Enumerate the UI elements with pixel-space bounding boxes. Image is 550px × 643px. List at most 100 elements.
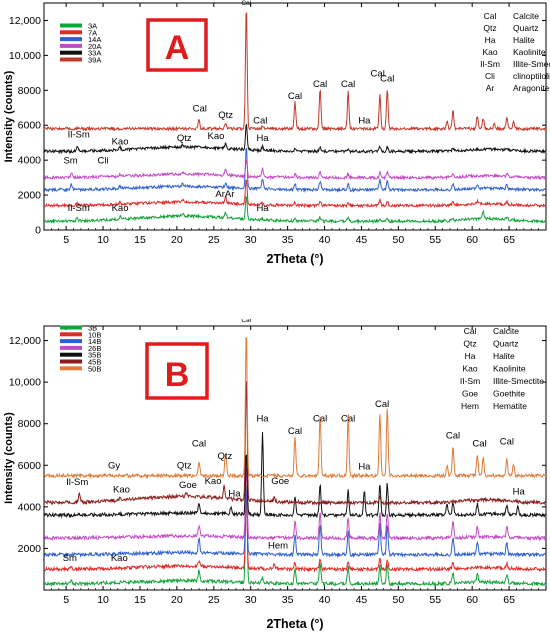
series-line-3A xyxy=(44,195,546,225)
peak-label: Cal xyxy=(371,68,385,79)
x-tick-label: 15 xyxy=(134,594,146,606)
peak-label: Qtz xyxy=(177,133,192,144)
legend-swatch xyxy=(60,366,82,371)
legend-swatch xyxy=(60,345,82,350)
peak-label: Cal xyxy=(253,115,267,126)
legend-label: 50B xyxy=(88,364,101,373)
panel-label: B xyxy=(165,356,190,394)
abbrev-code: Cal xyxy=(484,11,497,21)
x-tick-label: 55 xyxy=(429,594,441,606)
legend-label: 20A xyxy=(88,42,101,51)
legend-swatch xyxy=(60,325,82,330)
y-tick-label: 8000 xyxy=(18,418,42,430)
x-tick-label: 20 xyxy=(171,594,183,606)
y-tick-label: 0 xyxy=(35,225,41,237)
abbrev-name: Kaolinite xyxy=(493,364,526,374)
legend-label: 3A xyxy=(88,22,97,31)
legend-label: 35B xyxy=(88,351,101,360)
peak-label: Kao xyxy=(205,476,222,487)
peak-label: ArAr xyxy=(215,189,234,200)
peak-label: Cal xyxy=(341,414,355,425)
x-tick-label: 50 xyxy=(393,234,405,246)
abbrev-name: Calcite xyxy=(493,326,519,336)
y-axis-label: Intensity (counts) xyxy=(3,70,15,162)
abbrev-code: Kao xyxy=(462,364,477,374)
y-tick-label: 2000 xyxy=(18,543,42,555)
xrd-chart-b: 2000 4000 6000 8000 10,000 12,000 5 10 15 20 25 30 3… xyxy=(3,317,547,631)
peak-label: Cal xyxy=(375,399,389,410)
series-line-33A xyxy=(44,123,546,155)
x-tick-label: 45 xyxy=(356,234,368,246)
xrd-chart-a: 0 2000 4000 6000 8000 10,000 12,000 5 10 15 20 25 30… xyxy=(3,0,550,266)
legend-label: 3B xyxy=(88,324,97,333)
abbrev-code: Ha xyxy=(485,35,496,45)
abbrev-name: Calcite xyxy=(513,11,539,21)
series-line-7A xyxy=(44,179,546,209)
x-tick-label: 45 xyxy=(356,594,368,606)
legend-label: 26B xyxy=(88,344,101,353)
x-tick-label: 30 xyxy=(245,234,257,246)
peak-label: Cal xyxy=(193,103,207,114)
series-line-45B xyxy=(44,381,546,506)
x-tick-label: 15 xyxy=(134,234,146,246)
y-tick-label: 12,000 xyxy=(9,335,41,347)
chart-panel-b: 2000 4000 6000 8000 10,000 12,000 5 10 15 20 25 30 3… xyxy=(0,317,550,638)
legend-label: 14B xyxy=(88,337,101,346)
peak-label: Goe xyxy=(271,476,289,487)
legend-swatch xyxy=(60,50,82,55)
peak-label: Kao xyxy=(208,131,225,142)
x-tick-label: 25 xyxy=(208,234,220,246)
x-tick-label: 40 xyxy=(319,594,331,606)
x-tick-label: 60 xyxy=(466,594,478,606)
abbrev-name: Quartz xyxy=(493,339,519,349)
legend-label: 45B xyxy=(88,358,101,367)
peak-label: Ha xyxy=(256,133,269,144)
y-tick-label: 2000 xyxy=(18,190,42,202)
peak-label: Cal xyxy=(313,414,327,425)
legend-label: 14A xyxy=(88,35,101,44)
y-tick-label: 12,000 xyxy=(9,15,41,27)
x-tick-label: 5 xyxy=(63,234,69,246)
abbrev-code: Hem xyxy=(461,401,479,411)
y-tick-label: 4000 xyxy=(18,501,42,513)
abbrev-name: Aragonite xyxy=(513,83,550,93)
peak-label: Kao xyxy=(112,136,129,147)
abbrev-name: Kaolinite xyxy=(513,47,546,57)
peak-label: Cli xyxy=(98,156,109,167)
y-tick-label: 8000 xyxy=(18,85,42,97)
peak-label: Kao xyxy=(113,484,130,495)
legend-label: 33A xyxy=(88,49,101,58)
x-tick-label: 10 xyxy=(97,594,109,606)
peak-label: Cal xyxy=(241,0,251,7)
series-line-26B xyxy=(44,467,546,542)
legend-label: 10B xyxy=(88,330,101,339)
legend-swatch xyxy=(60,352,82,357)
peak-label: Sm xyxy=(63,156,77,167)
traces xyxy=(44,12,546,225)
peak-label: Cal xyxy=(288,91,302,102)
panel-label-box xyxy=(146,18,208,72)
peak-label: Il-Sm xyxy=(68,203,90,214)
x-tick-label: 35 xyxy=(282,594,294,606)
abbrev-code: Ha xyxy=(465,351,476,361)
abbrev-name: Goethite xyxy=(493,389,525,399)
peak-label: Cal xyxy=(446,430,460,441)
series-line-14B xyxy=(44,489,546,559)
peak-label: Cal xyxy=(380,74,394,85)
x-tick-label: 65 xyxy=(503,234,515,246)
series-line-10B xyxy=(44,499,546,573)
peak-label: Il-Sm xyxy=(68,129,90,140)
x-tick-label: 35 xyxy=(282,234,294,246)
abbrev-name: Halite xyxy=(493,351,515,361)
peak-label: Ha xyxy=(513,486,526,497)
plot-frame xyxy=(43,2,547,231)
x-tick-label: 50 xyxy=(393,594,405,606)
peak-label: Qtz xyxy=(218,110,233,121)
peak-label: Cal xyxy=(241,319,251,324)
abbrev-code: Cal xyxy=(464,326,477,336)
abbrev-name: clinoptilolite xyxy=(513,71,550,81)
peak-label: Qtz xyxy=(177,460,192,471)
legend-swatch xyxy=(60,23,82,28)
legend-label: 7A xyxy=(88,28,97,37)
y-tick-label: 6000 xyxy=(18,120,42,132)
